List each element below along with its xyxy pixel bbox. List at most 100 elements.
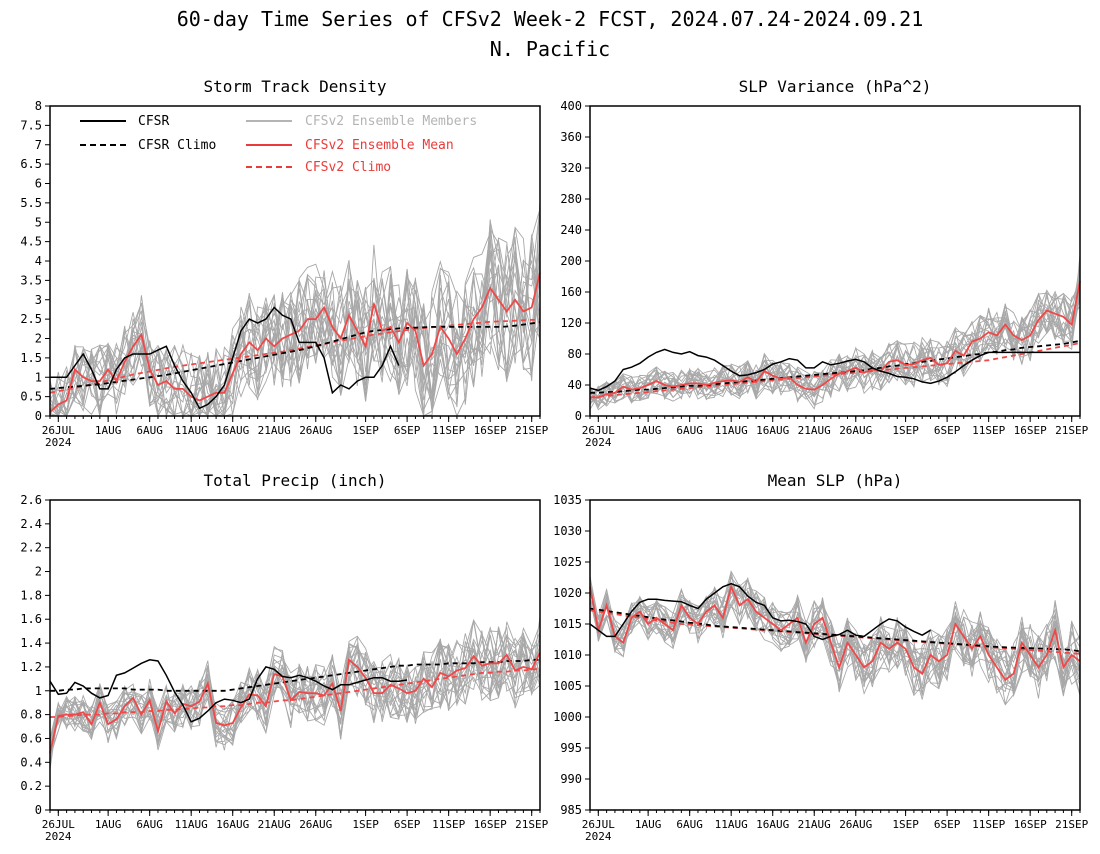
x-tick-label: 21AUG xyxy=(798,424,831,437)
y-tick-label: 2 xyxy=(35,332,42,346)
y-tick-label: 0 xyxy=(575,409,582,423)
y-tick-label: 2.5 xyxy=(20,312,42,326)
ensemble-member-line xyxy=(589,570,1081,690)
ensemble-members xyxy=(49,616,541,771)
x-tick-label: 1SEP xyxy=(352,424,379,437)
x-tick-label: 26AUG xyxy=(299,424,332,437)
x-year-label: 2024 xyxy=(45,436,72,449)
y-tick-label: 6.5 xyxy=(20,157,42,171)
ensemble-member-line xyxy=(49,626,541,754)
x-tick-label: 26JUL xyxy=(582,818,615,831)
y-tick-label: 985 xyxy=(560,803,582,817)
x-tick-label: 1AUG xyxy=(95,818,122,831)
ensemble-member-line xyxy=(49,641,541,752)
x-year-label: 2024 xyxy=(45,830,72,843)
ensemble-members xyxy=(589,570,1081,706)
ensemble-member-line xyxy=(50,228,541,418)
chart-title: Mean SLP (hPa) xyxy=(768,471,903,490)
y-tick-label: 6 xyxy=(35,177,42,191)
y-tick-label: 4 xyxy=(35,254,42,268)
y-tick-label: 1.5 xyxy=(20,351,42,365)
ensemble-mean-line xyxy=(589,584,1081,682)
y-tick-label: 1.6 xyxy=(20,612,42,626)
x-tick-label: 6SEP xyxy=(394,424,421,437)
ensemble-member-line xyxy=(49,206,541,417)
ensemble-mean-line xyxy=(590,280,1081,399)
x-tick-label: 21AUG xyxy=(258,818,291,831)
x-tick-label: 26JUL xyxy=(42,818,75,831)
ensemble-member-line xyxy=(589,295,1081,407)
legend: CFSR CFSR Climo CFSv2 Ensemble Members CFSv… xyxy=(80,114,477,175)
legend-cfsr-climo-label: CFSR Climo xyxy=(138,138,216,153)
ensemble-member-line xyxy=(49,227,541,417)
x-tick-label: 11AUG xyxy=(175,818,208,831)
x-tick-label: 16AUG xyxy=(756,424,789,437)
y-tick-label: 1.2 xyxy=(20,660,42,674)
x-tick-label: 11SEP xyxy=(972,424,1005,437)
ensemble-member-line xyxy=(49,642,541,758)
y-tick-label: 280 xyxy=(560,192,582,206)
cfsr-line xyxy=(589,348,1080,392)
x-tick-label: 26AUG xyxy=(299,818,332,831)
x-tick-label: 16AUG xyxy=(756,818,789,831)
x-tick-label: 26AUG xyxy=(839,424,872,437)
chart-panel: SLP Variance (hPa^2) 0 40 80 120 160 200 240 280… xyxy=(560,77,1088,449)
cfsr-climo-line xyxy=(50,658,540,692)
ensemble-member-line xyxy=(589,303,1081,402)
ensemble-member-line xyxy=(49,237,541,418)
ensemble-member-line xyxy=(589,288,1081,410)
y-tick-label: 120 xyxy=(560,316,582,330)
y-tick-label: 360 xyxy=(560,130,582,144)
legend-cfsv2-climo-label: CFSv2 Climo xyxy=(305,160,391,175)
y-tick-label: 1 xyxy=(35,684,42,698)
y-tick-label: 1025 xyxy=(553,555,582,569)
y-tick-label: 80 xyxy=(568,347,582,361)
y-tick-label: 160 xyxy=(560,285,582,299)
ensemble-members xyxy=(49,201,541,418)
y-tick-label: 40 xyxy=(568,378,582,392)
x-tick-label: 16SEP xyxy=(1014,818,1047,831)
y-tick-label: 2 xyxy=(35,565,42,579)
y-tick-label: 1030 xyxy=(553,524,582,538)
chart-panel: Total Precip (inch) 0 0.2 0.4 0.6 0.8 1 1.2 1.4 1… xyxy=(20,471,548,843)
y-tick-label: 0.5 xyxy=(20,390,42,404)
x-tick-label: 11SEP xyxy=(432,818,465,831)
y-tick-label: 5.5 xyxy=(20,196,42,210)
x-tick-label: 21SEP xyxy=(515,818,548,831)
y-tick-label: 1035 xyxy=(553,493,582,507)
y-tick-label: 0.4 xyxy=(20,755,42,769)
x-tick-label: 21AUG xyxy=(258,424,291,437)
cfsr-climo-line xyxy=(49,321,541,390)
ensemble-member-line xyxy=(49,260,541,418)
y-tick-label: 1020 xyxy=(553,586,582,600)
y-tick-label: 400 xyxy=(560,99,582,113)
cfsr-line xyxy=(49,659,408,723)
y-tick-label: 4.5 xyxy=(20,235,42,249)
x-tick-label: 26AUG xyxy=(839,818,872,831)
ensemble-member-line xyxy=(589,578,1081,705)
ensemble-member-line xyxy=(589,278,1081,398)
y-tick-label: 1 xyxy=(35,370,42,384)
x-tick-label: 1AUG xyxy=(635,818,662,831)
x-tick-label: 11SEP xyxy=(972,818,1005,831)
y-tick-label: 0.2 xyxy=(20,779,42,793)
x-tick-label: 6AUG xyxy=(136,818,163,831)
x-tick-label: 1AUG xyxy=(635,424,662,437)
x-tick-label: 21SEP xyxy=(1055,424,1088,437)
ensemble-member-line xyxy=(49,238,541,417)
y-tick-label: 8 xyxy=(35,99,42,113)
y-tick-label: 0.8 xyxy=(20,708,42,722)
y-tick-label: 240 xyxy=(560,223,582,237)
legend-cfsr-label: CFSR xyxy=(138,114,169,129)
y-tick-label: 1010 xyxy=(553,648,582,662)
y-tick-label: 990 xyxy=(560,772,582,786)
y-tick-label: 1.4 xyxy=(20,636,42,650)
x-tick-label: 6AUG xyxy=(676,424,703,437)
figure-subtitle: N. Pacific xyxy=(490,37,610,61)
chart-title: Total Precip (inch) xyxy=(203,471,386,490)
legend-members-label: CFSv2 Ensemble Members xyxy=(305,114,477,129)
x-tick-label: 21SEP xyxy=(515,424,548,437)
legend-mean-label: CFSv2 Ensemble Mean xyxy=(305,138,454,153)
